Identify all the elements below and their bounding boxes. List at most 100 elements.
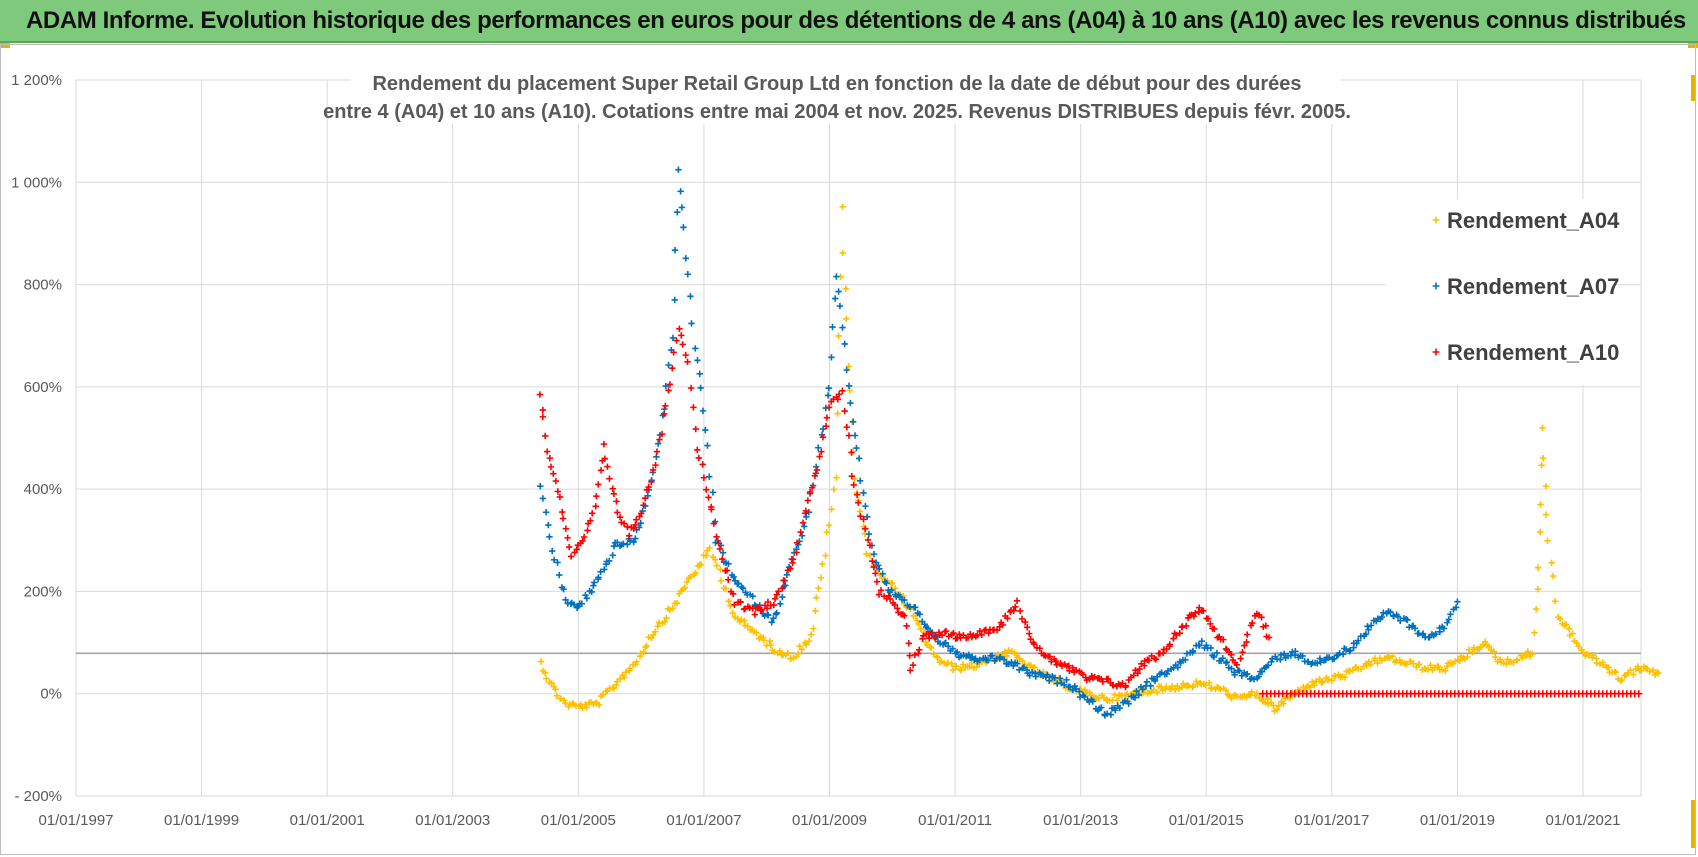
corner-mark	[0, 43, 10, 48]
data-point	[860, 516, 867, 523]
data-point	[1534, 564, 1542, 571]
data-point	[562, 699, 569, 707]
data-point	[1299, 652, 1306, 660]
data-point	[1190, 613, 1198, 620]
data-point	[684, 271, 691, 278]
data-point	[604, 463, 611, 470]
data-point	[988, 652, 996, 659]
data-point	[1331, 655, 1338, 662]
data-point	[773, 609, 780, 617]
data-point	[687, 293, 694, 300]
data-point	[934, 654, 941, 661]
x-tick-label: 01/01/2019	[1420, 812, 1495, 829]
data-point	[766, 637, 773, 645]
data-point	[1110, 682, 1117, 689]
data-point	[866, 552, 874, 559]
data-point	[677, 188, 684, 195]
legend-item-Rendement_A04: Rendement_A04	[1447, 208, 1620, 233]
data-point	[860, 489, 867, 497]
data-point	[694, 446, 701, 454]
data-point	[1089, 698, 1096, 705]
data-point	[850, 481, 857, 489]
data-point	[764, 598, 772, 606]
data-point	[665, 387, 672, 394]
data-point	[1019, 664, 1026, 672]
y-tick-label: 600%	[24, 379, 62, 396]
data-point	[776, 647, 784, 655]
data-point	[892, 585, 899, 592]
data-point	[683, 578, 691, 586]
data-point	[1630, 671, 1637, 678]
data-point	[865, 530, 873, 538]
data-point	[591, 579, 598, 586]
data-point	[1237, 655, 1244, 662]
data-point	[1368, 622, 1375, 629]
x-tick-label: 01/01/2017	[1294, 812, 1369, 829]
data-point	[1189, 647, 1197, 655]
data-point	[676, 325, 683, 333]
data-point	[1394, 613, 1402, 620]
data-point	[1122, 682, 1129, 689]
data-point	[1542, 483, 1550, 490]
data-point	[814, 444, 822, 451]
data-point	[1217, 686, 1224, 693]
data-point	[719, 549, 727, 556]
data-point	[702, 426, 709, 434]
data-point	[1236, 667, 1243, 675]
data-point	[845, 382, 853, 389]
data-point	[770, 615, 777, 622]
data-point	[873, 578, 881, 585]
data-point	[863, 513, 871, 521]
x-tick-label: 01/01/2003	[415, 812, 490, 829]
data-point	[1346, 647, 1353, 655]
data-point	[787, 565, 794, 572]
data-point	[1646, 668, 1653, 675]
data-point	[993, 627, 1001, 634]
data-point	[1436, 628, 1444, 636]
data-point	[1208, 684, 1215, 691]
data-point	[757, 607, 764, 614]
data-point	[1112, 706, 1119, 714]
data-point	[1531, 629, 1538, 637]
data-point	[912, 604, 919, 611]
data-point	[640, 648, 647, 656]
data-point	[942, 627, 950, 635]
data-point	[966, 663, 973, 671]
data-point	[1152, 656, 1160, 663]
data-point	[1580, 649, 1587, 656]
data-point	[649, 466, 657, 474]
data-point	[1362, 630, 1370, 638]
data-point	[1549, 572, 1557, 580]
data-point	[813, 594, 820, 601]
data-point	[554, 488, 562, 495]
data-point	[997, 653, 1004, 661]
data-point	[680, 224, 687, 231]
data-point	[839, 203, 846, 211]
data-point	[949, 666, 957, 674]
data-point	[671, 296, 678, 304]
data-point	[1207, 644, 1215, 652]
data-point	[1452, 604, 1460, 611]
data-point	[1319, 678, 1326, 686]
data-point	[1130, 672, 1137, 679]
data-point	[862, 525, 869, 533]
y-tick-label: - 200%	[14, 788, 62, 805]
data-point	[650, 631, 657, 639]
data-point	[679, 341, 686, 348]
data-point	[1176, 630, 1183, 637]
data-point	[1087, 692, 1094, 699]
data-point	[1411, 625, 1419, 632]
data-point	[1001, 648, 1009, 656]
data-point	[624, 541, 631, 548]
report-banner-title: ADAM Informe. Evolution historique des p…	[26, 7, 1686, 34]
data-point	[779, 585, 786, 592]
data-point	[853, 491, 861, 498]
data-point	[864, 536, 872, 544]
data-point	[751, 611, 759, 618]
data-point	[692, 425, 699, 433]
data-point	[1133, 687, 1140, 695]
data-point	[597, 568, 604, 576]
data-point	[767, 641, 774, 649]
data-point	[771, 595, 779, 602]
data-point	[1183, 622, 1190, 630]
